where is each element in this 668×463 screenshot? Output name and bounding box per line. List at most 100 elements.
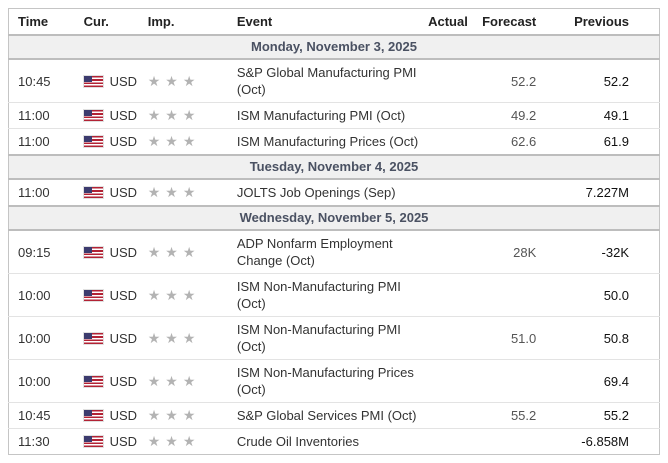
star-icon: ★ <box>182 72 196 89</box>
star-icon: ★ <box>147 286 161 303</box>
us-flag-icon <box>83 436 103 447</box>
forecast-value: 51.0 <box>470 316 541 360</box>
event-currency-cell: USD <box>83 102 148 129</box>
star-icon: ★ <box>147 243 161 260</box>
column-header-forecast: Forecast <box>470 8 541 35</box>
date-label: Wednesday, November 5, 2025 <box>8 205 660 231</box>
economic-calendar-table: Time Cur. Imp. Event Actual Forecast Pre… <box>8 8 660 455</box>
star-icon: ★ <box>165 133 178 149</box>
previous-value: 49.1 <box>540 102 660 129</box>
actual-value <box>428 359 471 403</box>
actual-value <box>428 273 471 317</box>
actual-value <box>428 128 471 155</box>
event-currency-cell: USD <box>83 58 148 103</box>
event-row[interactable]: 11:00 USD ★ ★ ★ ISM Manufacturing Prices (Oct… <box>8 128 660 155</box>
event-currency-cell: USD <box>83 359 148 403</box>
previous-value: 55.2 <box>540 402 660 429</box>
column-header-previous: Previous <box>540 8 660 35</box>
event-time: 10:00 <box>8 273 84 317</box>
date-separator-row: Tuesday, November 4, 2025 <box>8 154 660 180</box>
event-importance-cell: ★ ★ ★ <box>147 428 237 455</box>
currency-label: USD <box>109 287 138 303</box>
event-time: 11:00 <box>8 128 84 155</box>
previous-value: -6.858M <box>540 428 660 455</box>
currency-label: USD <box>109 408 138 423</box>
column-header-time: Time <box>8 8 84 35</box>
event-currency-cell: USD <box>83 428 148 455</box>
star-icon: ★ <box>147 107 161 123</box>
actual-value <box>428 102 471 129</box>
event-currency-cell: USD <box>83 316 148 360</box>
forecast-value <box>470 178 541 206</box>
column-header-actual: Actual <box>428 8 471 35</box>
event-row[interactable]: 10:00 USD ★ ★ ★ ISM Non-Manufacturing Prices … <box>8 359 660 403</box>
event-importance-cell: ★ ★ ★ <box>147 316 237 360</box>
event-row[interactable]: 10:45 USD ★ ★ ★ S&P Global Manufacturing PMI … <box>8 58 660 103</box>
event-name: JOLTS Job Openings (Sep) <box>236 178 429 206</box>
star-icon: ★ <box>147 407 161 423</box>
star-icon: ★ <box>182 107 196 123</box>
star-icon: ★ <box>182 329 196 346</box>
date-separator-row: Monday, November 3, 2025 <box>8 34 660 60</box>
date-label: Tuesday, November 4, 2025 <box>8 154 660 180</box>
event-currency-cell: USD <box>83 402 148 429</box>
event-row[interactable]: 10:00 USD ★ ★ ★ ISM Non-Manufacturing PMI (Oc… <box>8 273 660 317</box>
event-time: 11:00 <box>8 178 84 206</box>
actual-value <box>428 178 471 206</box>
event-time: 11:30 <box>8 428 84 455</box>
previous-value: 69.4 <box>540 359 660 403</box>
calendar-body: Monday, November 3, 2025 10:45 USD ★ ★ ★ S&P G… <box>8 34 660 455</box>
star-icon: ★ <box>147 184 161 200</box>
column-header-currency: Cur. <box>83 8 148 35</box>
event-importance-cell: ★ ★ ★ <box>147 128 237 155</box>
event-row[interactable]: 09:15 USD ★ ★ ★ ADP Nonfarm Employment Change… <box>8 229 660 274</box>
us-flag-icon <box>83 75 103 87</box>
event-name: ISM Manufacturing PMI (Oct) <box>236 102 429 129</box>
currency-label: USD <box>109 434 138 449</box>
currency-label: USD <box>109 134 138 149</box>
us-flag-icon <box>83 246 103 258</box>
event-time: 10:45 <box>8 58 84 103</box>
event-name: ISM Non-Manufacturing PMI (Oct) <box>236 316 429 360</box>
star-icon: ★ <box>182 433 196 449</box>
star-icon: ★ <box>165 184 178 200</box>
star-icon: ★ <box>182 286 196 303</box>
us-flag-icon <box>83 136 103 147</box>
previous-value: 50.0 <box>540 273 660 317</box>
actual-value <box>428 316 471 360</box>
actual-value <box>428 229 471 274</box>
event-importance-cell: ★ ★ ★ <box>147 273 237 317</box>
event-row[interactable]: 11:00 USD ★ ★ ★ JOLTS Job Openings (Sep) 7.227… <box>8 178 660 206</box>
event-row[interactable]: 10:45 USD ★ ★ ★ S&P Global Services PMI (Oct)… <box>8 402 660 429</box>
star-icon: ★ <box>165 329 178 346</box>
date-separator-row: Wednesday, November 5, 2025 <box>8 205 660 231</box>
us-flag-icon <box>83 410 103 421</box>
us-flag-icon <box>83 375 103 387</box>
event-time: 11:00 <box>8 102 84 129</box>
star-icon: ★ <box>147 72 161 89</box>
forecast-value: 49.2 <box>470 102 541 129</box>
star-icon: ★ <box>147 133 161 149</box>
event-currency-cell: USD <box>83 128 148 155</box>
forecast-value: 52.2 <box>470 58 541 103</box>
event-importance-cell: ★ ★ ★ <box>147 359 237 403</box>
actual-value <box>428 402 471 429</box>
event-name: Crude Oil Inventories <box>236 428 429 455</box>
event-row[interactable]: 10:00 USD ★ ★ ★ ISM Non-Manufacturing PMI (Oc… <box>8 316 660 360</box>
star-icon: ★ <box>147 372 161 389</box>
star-icon: ★ <box>182 407 196 423</box>
event-importance-cell: ★ ★ ★ <box>147 402 237 429</box>
currency-label: USD <box>109 108 138 123</box>
event-importance-cell: ★ ★ ★ <box>147 229 237 274</box>
event-importance-cell: ★ ★ ★ <box>147 102 237 129</box>
event-row[interactable]: 11:00 USD ★ ★ ★ ISM Manufacturing PMI (Oct) 49… <box>8 102 660 129</box>
event-time: 10:00 <box>8 359 84 403</box>
date-label: Monday, November 3, 2025 <box>8 34 660 60</box>
actual-value <box>428 58 471 103</box>
event-currency-cell: USD <box>83 229 148 274</box>
event-row[interactable]: 11:30 USD ★ ★ ★ Crude Oil Inventories -6.858M <box>8 428 660 455</box>
previous-value: 50.8 <box>540 316 660 360</box>
star-icon: ★ <box>165 433 178 449</box>
previous-value: 7.227M <box>540 178 660 206</box>
star-icon: ★ <box>165 372 178 389</box>
